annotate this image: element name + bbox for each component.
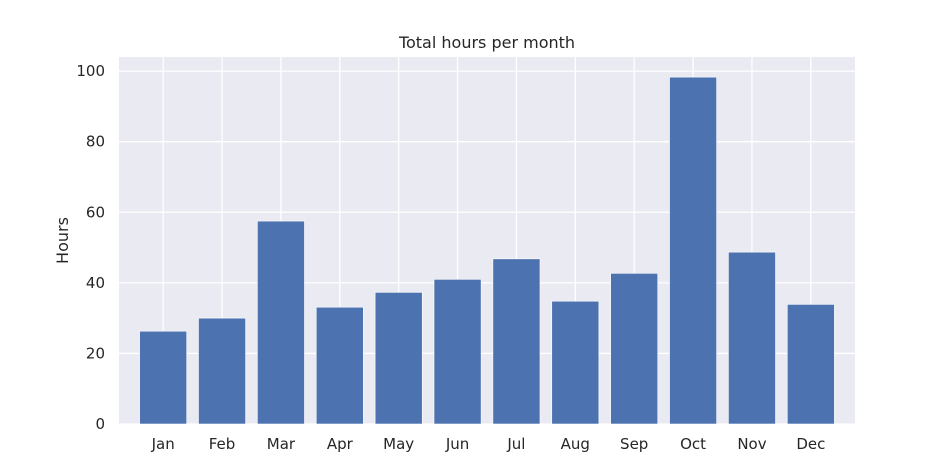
bar-dec	[786, 304, 835, 425]
x-tick-label: Jan	[151, 435, 175, 453]
y-tick-label: 20	[86, 344, 105, 362]
x-tick-label: Aug	[561, 435, 590, 453]
y-axis-label: Hours	[53, 217, 72, 264]
bar-aug	[551, 300, 600, 425]
bars	[139, 76, 835, 425]
y-tick-label: 60	[86, 203, 105, 221]
x-tick-label: Jun	[445, 435, 469, 453]
y-tick-label: 40	[86, 274, 105, 292]
y-tick-label: 0	[95, 415, 105, 433]
x-tick-label: Feb	[209, 435, 236, 453]
bar-mar	[257, 220, 305, 425]
bar-may	[374, 292, 423, 425]
bar-apr	[315, 306, 364, 425]
x-tick-label: Sep	[620, 435, 648, 453]
y-tick-label: 100	[76, 62, 105, 80]
chart-title: Total hours per month	[398, 33, 575, 52]
x-tick-label: Jul	[506, 435, 525, 453]
y-tick-label: 80	[86, 133, 105, 151]
bar-nov	[728, 251, 776, 425]
bar-oct	[669, 76, 717, 425]
y-tick-labels: 0 20 40 60 80 100	[76, 62, 105, 433]
x-tick-label: Mar	[267, 435, 296, 453]
bar-jun	[433, 279, 482, 425]
bar-jul	[492, 258, 541, 425]
x-tick-label: Apr	[327, 435, 354, 453]
bar-feb	[198, 317, 246, 425]
x-tick-label: Oct	[680, 435, 706, 453]
x-tick-label: May	[383, 435, 414, 453]
x-tick-label: Nov	[737, 435, 766, 453]
x-tick-label: Dec	[796, 435, 825, 453]
bar-jan	[139, 330, 188, 425]
x-tick-labels: Jan Feb Mar Apr May Jun Jul Aug Sep Oct Nov Dec	[151, 435, 826, 453]
bar-sep	[610, 273, 659, 425]
